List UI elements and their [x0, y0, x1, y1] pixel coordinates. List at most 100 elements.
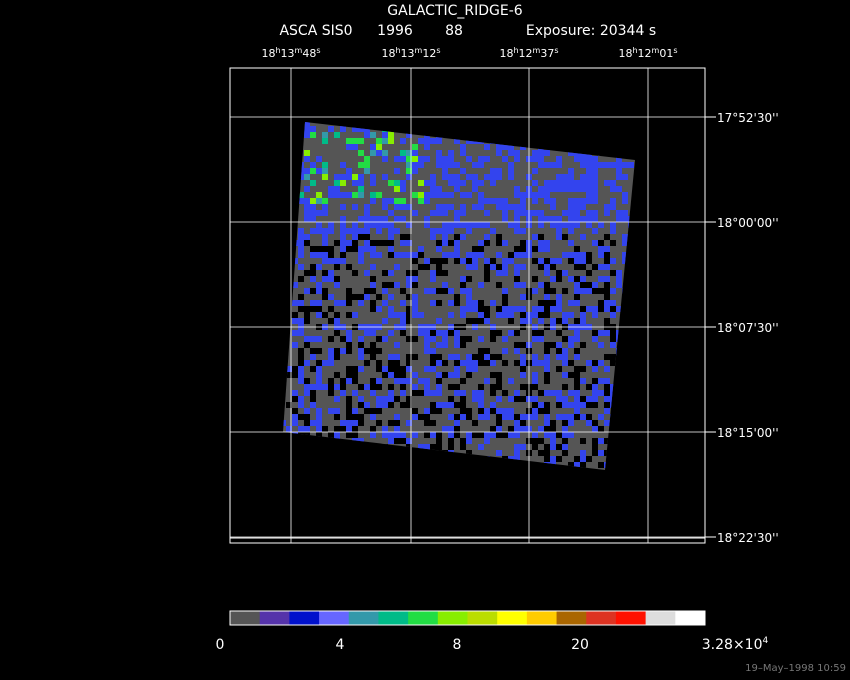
image-pixel [316, 420, 322, 426]
image-pixel [364, 294, 370, 300]
image-pixel [370, 174, 376, 180]
image-pixel [574, 198, 580, 204]
image-pixel [538, 408, 544, 414]
image-pixel [382, 240, 388, 246]
image-pixel [568, 228, 574, 234]
image-pixel [388, 138, 394, 144]
image-pixel [430, 210, 436, 216]
image-pixel [568, 462, 574, 468]
image-pixel [466, 276, 472, 282]
image-pixel [394, 312, 400, 318]
image-pixel [484, 258, 490, 264]
image-pixel [568, 420, 574, 426]
image-pixel [412, 168, 418, 174]
image-pixel [502, 390, 508, 396]
image-pixel [370, 426, 376, 432]
image-pixel [364, 216, 370, 222]
image-pixel [568, 210, 574, 216]
image-pixel [460, 360, 466, 366]
image-pixel [478, 414, 484, 420]
image-pixel [574, 216, 580, 222]
image-pixel [520, 204, 526, 210]
image-pixel [460, 144, 466, 150]
image-pixel [364, 210, 370, 216]
image-pixel [592, 396, 598, 402]
image-pixel [352, 246, 358, 252]
image-pixel [322, 258, 328, 264]
image-pixel [580, 438, 586, 444]
image-pixel [346, 342, 352, 348]
image-pixel [340, 348, 346, 354]
image-pixel [490, 426, 496, 432]
image-pixel [592, 282, 598, 288]
image-pixel [580, 318, 586, 324]
image-pixel [484, 198, 490, 204]
ra-unit: h [275, 46, 280, 55]
image-pixel [586, 396, 592, 402]
image-pixel [466, 306, 472, 312]
image-pixel [334, 414, 340, 420]
image-pixel [298, 306, 304, 312]
image-pixel [532, 372, 538, 378]
image-pixel [334, 372, 340, 378]
image-pixel [406, 132, 412, 138]
image-pixel [598, 414, 604, 420]
image-pixel [412, 282, 418, 288]
image-pixel [508, 204, 514, 210]
image-pixel [304, 132, 310, 138]
image-pixel [412, 384, 418, 390]
image-pixel [514, 150, 520, 156]
image-pixel [406, 312, 412, 318]
colorbar-swatch [497, 611, 528, 625]
image-pixel [364, 384, 370, 390]
image-pixel [544, 300, 550, 306]
ra-part: 12 [519, 47, 533, 60]
image-pixel [484, 210, 490, 216]
image-pixel [358, 126, 364, 132]
image-pixel [448, 192, 454, 198]
image-pixel [604, 180, 610, 186]
image-pixel [502, 300, 508, 306]
image-pixel [382, 132, 388, 138]
image-pixel [610, 204, 616, 210]
image-pixel [496, 150, 502, 156]
image-pixel [388, 252, 394, 258]
image-pixel [508, 222, 514, 228]
image-pixel [502, 144, 508, 150]
image-pixel [508, 432, 514, 438]
image-pixel [496, 372, 502, 378]
image-pixel [592, 384, 598, 390]
image-pixel [496, 426, 502, 432]
image-pixel [364, 204, 370, 210]
image-pixel [574, 252, 580, 258]
image-pixel [556, 444, 562, 450]
image-pixel [484, 378, 490, 384]
image-pixel [406, 366, 412, 372]
image-pixel [586, 174, 592, 180]
image-pixel [472, 432, 478, 438]
image-pixel [472, 174, 478, 180]
image-pixel [592, 360, 598, 366]
image-pixel [484, 144, 490, 150]
image-pixel [418, 192, 424, 198]
image-pixel [586, 198, 592, 204]
image-pixel [340, 222, 346, 228]
ra-part: 13 [401, 47, 415, 60]
image-pixel [454, 180, 460, 186]
image-pixel [400, 138, 406, 144]
image-pixel [454, 246, 460, 252]
image-pixel [592, 228, 598, 234]
image-pixel [604, 204, 610, 210]
image-pixel [376, 192, 382, 198]
image-pixel [556, 222, 562, 228]
image-pixel [448, 426, 454, 432]
image-pixel [370, 150, 376, 156]
image-pixel [364, 288, 370, 294]
image-pixel [562, 252, 568, 258]
image-pixel [610, 354, 616, 360]
colorbar-swatch [378, 611, 409, 625]
image-pixel [466, 252, 472, 258]
image-pixel [448, 222, 454, 228]
image-pixel [322, 252, 328, 258]
image-pixel [604, 162, 610, 168]
